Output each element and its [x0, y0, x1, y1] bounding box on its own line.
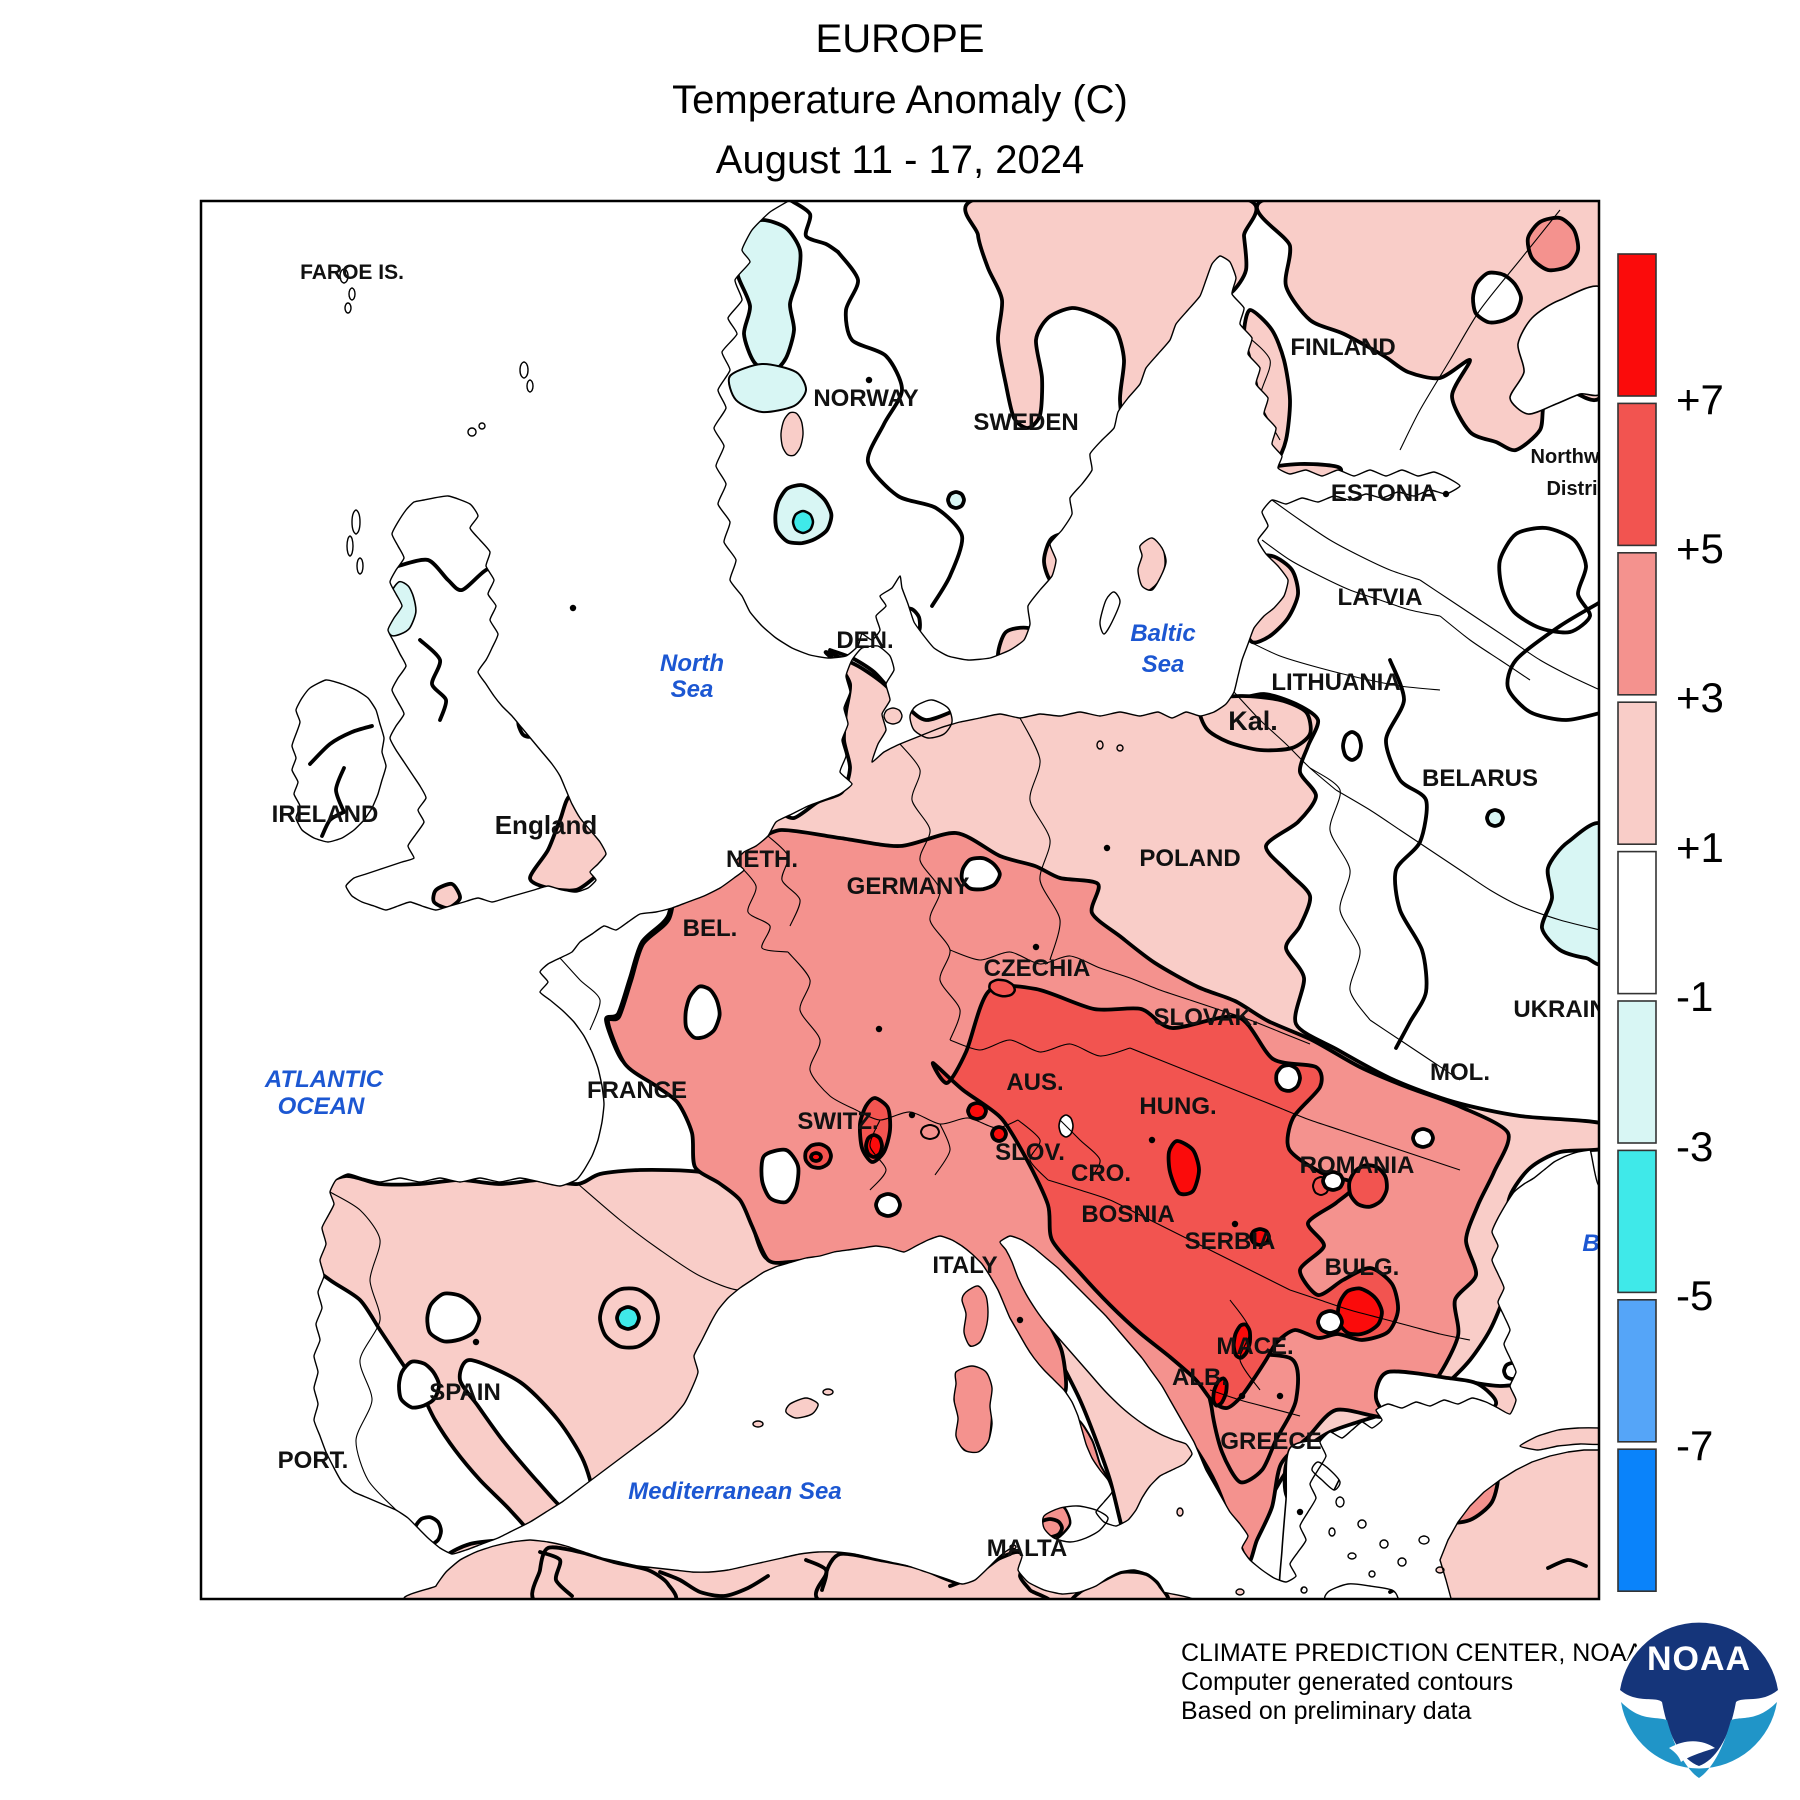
- svg-text:GREECE: GREECE: [1220, 1428, 1321, 1455]
- svg-text:LATVIA: LATVIA: [1338, 584, 1423, 611]
- svg-text:FAROE IS.: FAROE IS.: [300, 261, 404, 284]
- svg-text:Computer generated contours: Computer generated contours: [1181, 1668, 1513, 1696]
- svg-text:IRELAND: IRELAND: [272, 801, 379, 828]
- svg-text:Based on preliminary data: Based on preliminary data: [1181, 1697, 1472, 1725]
- svg-text:August 11 - 17, 2024: August 11 - 17, 2024: [716, 138, 1084, 182]
- svg-text:Kal.: Kal.: [1228, 706, 1278, 736]
- svg-text:AUS.: AUS.: [1006, 1069, 1063, 1096]
- svg-text:North: North: [660, 650, 724, 677]
- svg-text:BOSNIA: BOSNIA: [1081, 1201, 1174, 1228]
- svg-text:B: B: [1582, 1230, 1599, 1257]
- svg-text:SERBIA: SERBIA: [1185, 1228, 1276, 1255]
- svg-text:UKRAINE: UKRAINE: [1513, 996, 1622, 1023]
- svg-text:+3: +3: [1676, 674, 1724, 721]
- svg-text:FINLAND: FINLAND: [1290, 334, 1395, 361]
- svg-text:SLOV.: SLOV.: [995, 1139, 1065, 1166]
- svg-text:SLOVAK.: SLOVAK.: [1154, 1004, 1259, 1031]
- svg-text:ALB.: ALB.: [1172, 1364, 1228, 1391]
- svg-text:SWEDEN: SWEDEN: [973, 409, 1078, 436]
- svg-text:MACE.: MACE.: [1216, 1333, 1293, 1360]
- svg-text:NETH.: NETH.: [726, 846, 798, 873]
- svg-text:-3: -3: [1676, 1123, 1713, 1170]
- svg-text:SWITZ.: SWITZ.: [797, 1108, 878, 1135]
- svg-text:CRO.: CRO.: [1071, 1160, 1131, 1187]
- svg-text:FRANCE: FRANCE: [587, 1077, 687, 1104]
- svg-text:Sea: Sea: [1142, 651, 1185, 678]
- svg-text:BEL.: BEL.: [683, 915, 738, 942]
- svg-text:MALTA: MALTA: [987, 1535, 1067, 1562]
- svg-text:Mediterranean Sea: Mediterranean Sea: [628, 1478, 841, 1505]
- svg-text:ESTONIA: ESTONIA: [1331, 480, 1437, 507]
- svg-text:EUROPE: EUROPE: [816, 17, 985, 61]
- svg-text:SPAIN: SPAIN: [429, 1379, 501, 1406]
- svg-text:Sea: Sea: [671, 676, 714, 703]
- svg-text:+7: +7: [1676, 376, 1724, 423]
- svg-text:Distri: Distri: [1546, 478, 1597, 500]
- svg-text:+1: +1: [1676, 824, 1724, 871]
- svg-text:ROMANIA: ROMANIA: [1300, 1152, 1415, 1179]
- svg-text:-1: -1: [1676, 973, 1713, 1020]
- svg-text:-7: -7: [1676, 1422, 1713, 1469]
- svg-text:PORT.: PORT.: [278, 1447, 349, 1474]
- svg-text:BELARUS: BELARUS: [1422, 765, 1538, 792]
- svg-text:CLIMATE PREDICTION CENTER, NOA: CLIMATE PREDICTION CENTER, NOAA: [1181, 1639, 1643, 1667]
- svg-text:DEN.: DEN.: [836, 627, 893, 654]
- svg-text:ITALY: ITALY: [932, 1252, 997, 1279]
- svg-text:GERMANY: GERMANY: [847, 873, 970, 900]
- svg-text:LITHUANIA: LITHUANIA: [1271, 669, 1400, 696]
- svg-text:POLAND: POLAND: [1139, 845, 1240, 872]
- svg-text:NORWAY: NORWAY: [813, 385, 918, 412]
- svg-text:MOL.: MOL.: [1430, 1059, 1490, 1086]
- svg-text:-5: -5: [1676, 1272, 1713, 1319]
- svg-text:CZECHIA: CZECHIA: [984, 955, 1091, 982]
- svg-text:ATLANTIC: ATLANTIC: [264, 1066, 384, 1093]
- svg-text:OCEAN: OCEAN: [278, 1093, 365, 1120]
- svg-text:BULG.: BULG.: [1325, 1254, 1400, 1281]
- svg-text:HUNG.: HUNG.: [1139, 1093, 1216, 1120]
- svg-text:NOAA: NOAA: [1647, 1640, 1751, 1678]
- svg-text:Northw: Northw: [1531, 446, 1600, 468]
- svg-text:+5: +5: [1676, 525, 1724, 572]
- svg-text:England: England: [495, 810, 598, 840]
- svg-text:Baltic: Baltic: [1130, 620, 1195, 647]
- svg-text:Temperature Anomaly (C): Temperature Anomaly (C): [672, 78, 1128, 122]
